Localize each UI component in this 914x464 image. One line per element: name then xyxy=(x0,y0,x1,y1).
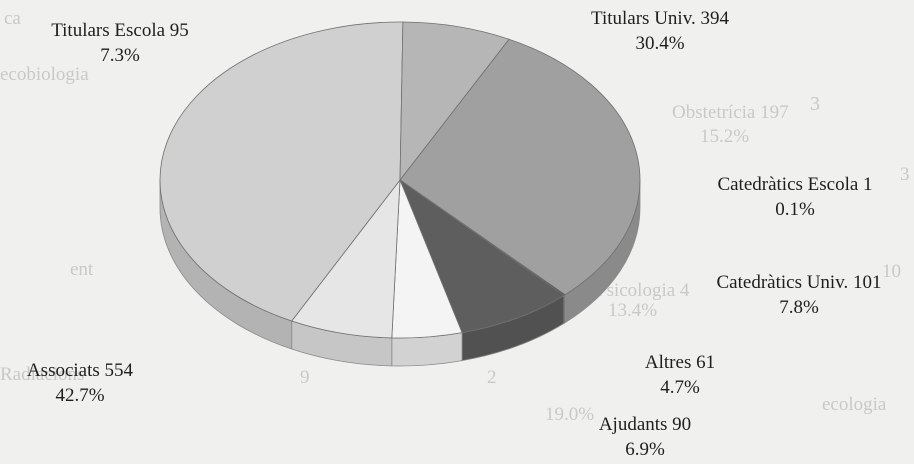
label-altres-name: Altres 61 xyxy=(644,352,716,373)
label-titulars-univ-name: Titulars Univ. 394 xyxy=(591,8,729,29)
label-catedratics-univ-pct: 7.8% xyxy=(779,297,819,318)
bg-col-label: ca xyxy=(4,8,21,29)
label-altres-pct: 4.7% xyxy=(660,377,700,398)
bg-faint-e: 19.0% xyxy=(545,404,594,425)
pie-side-walls xyxy=(159,179,641,367)
label-catedratics-escola-pct: 0.1% xyxy=(775,199,815,220)
bg-left-c: ecologia xyxy=(822,394,887,415)
label-ajudants: Ajudants 90 6.9% xyxy=(570,412,720,462)
bg-num-h: 2 xyxy=(487,367,497,388)
bg-left-b: Radiacions xyxy=(0,364,84,385)
bg-num-c: 9 xyxy=(300,367,310,388)
label-catedratics-univ: Catedràtics Univ. 101 7.8% xyxy=(688,270,910,320)
bg-num-right-top: 3 xyxy=(810,93,820,115)
pie-slice-ajudants xyxy=(291,178,401,339)
label-altres: Altres 61 4.7% xyxy=(620,350,740,400)
label-associats-name: Associats 554 xyxy=(26,360,134,381)
label-catedratics-escola-name: Catedràtics Escola 1 xyxy=(717,174,873,195)
label-titulars-escola-pct: 7.3% xyxy=(100,45,140,66)
bg-num-right-2: 3 xyxy=(900,164,910,185)
pie-slice-catedratics-univ xyxy=(399,178,565,334)
pie-slice-titulars-escola xyxy=(399,21,510,182)
label-associats-pct: 42.7% xyxy=(55,385,105,406)
label-ajudants-name: Ajudants 90 xyxy=(598,414,692,435)
label-ajudants-pct: 6.9% xyxy=(625,439,665,460)
bg-faint-b: 15.2% xyxy=(700,126,749,147)
pie-slice-associats xyxy=(159,21,404,322)
bg-row-label: ecobiologia xyxy=(0,64,89,85)
label-titulars-escola: Titulars Escola 95 7.3% xyxy=(20,18,220,68)
pie-top xyxy=(159,21,641,339)
label-titulars-univ-pct: 30.4% xyxy=(635,33,685,54)
bg-left-a: ent xyxy=(70,259,94,280)
bg-faint-d: 13.4% xyxy=(608,300,657,321)
bg-faint-a: Obstetrícia 197 xyxy=(672,102,789,123)
label-titulars-univ: Titulars Univ. 394 30.4% xyxy=(560,6,760,56)
bg-faint-c: Psicologia 4 xyxy=(596,280,690,301)
bg-num-10: 10 xyxy=(882,261,901,282)
label-titulars-escola-name: Titulars Escola 95 xyxy=(51,20,189,41)
label-associats: Associats 554 42.7% xyxy=(0,358,160,408)
label-catedratics-univ-name: Catedràtics Univ. 101 xyxy=(716,272,882,293)
label-catedratics-escola: Catedràtics Escola 1 0.1% xyxy=(690,172,900,222)
